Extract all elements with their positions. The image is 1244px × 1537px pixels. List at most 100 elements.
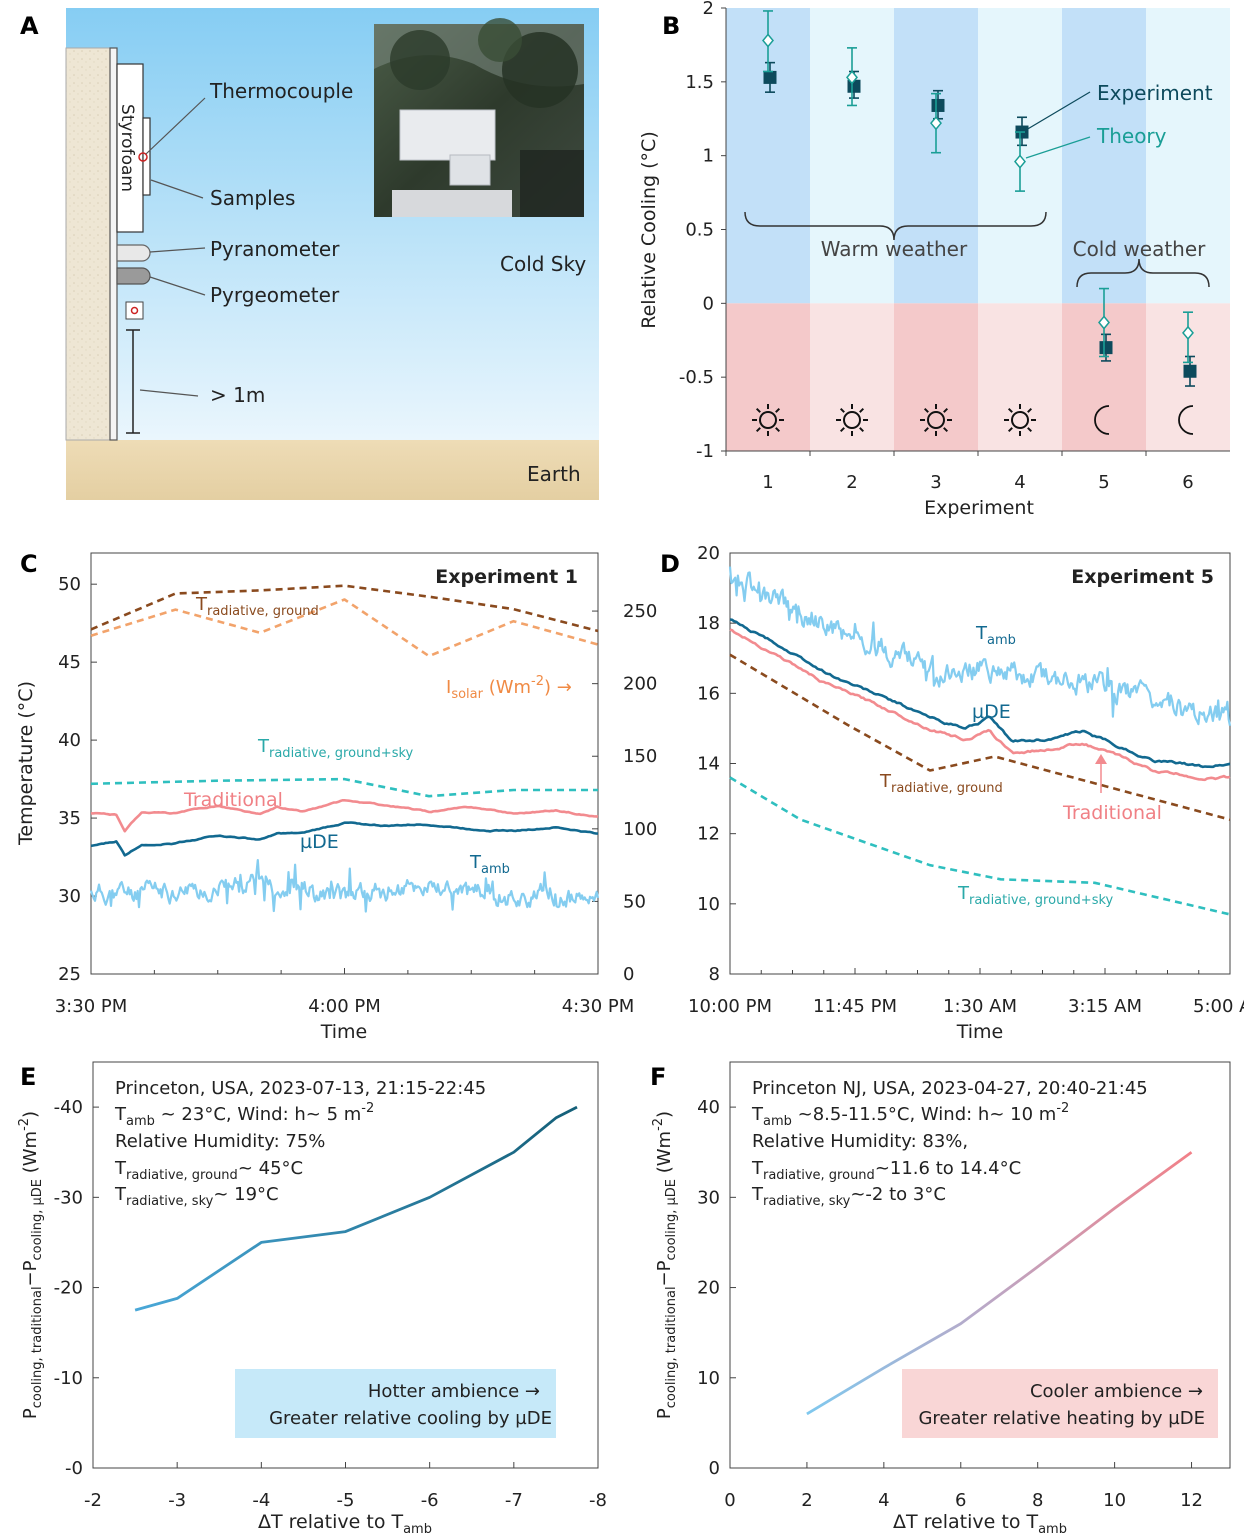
panel-c-ytick-label: 30 (58, 886, 81, 907)
e-info-line4: Tradiative, ground~ 45°C (114, 1158, 303, 1183)
panel-e-xtick-label: -6 (421, 1490, 439, 1511)
field-photo (374, 18, 584, 217)
samples-leader (150, 179, 204, 199)
f-info-line2-a: T (751, 1104, 764, 1125)
f-info-line2-sub: amb (763, 1114, 792, 1129)
e-info-line2-sup: -2 (361, 1101, 374, 1116)
e-conclusion-line1: Hotter ambience → (368, 1381, 540, 1402)
f-info-line4-a: T (751, 1158, 764, 1179)
sun-icon-ray (943, 427, 949, 433)
f-ylabel-p: P (654, 1408, 675, 1419)
panel-d-title: Experiment 5 (1071, 566, 1214, 588)
cold-band-3 (894, 303, 978, 451)
theory-leader (1025, 136, 1091, 159)
e-info-line2-b: ~ 23°C, Wind: h~ 5 m (155, 1104, 361, 1125)
thermocouple-label: Thermocouple (209, 79, 353, 103)
d-label-trad-groundsky-main: T (957, 883, 970, 904)
c-label-trad-ground-sub: radiative, ground (207, 604, 319, 619)
e-info-line2: Tamb ~ 23°C, Wind: h~ 5 m-2 (114, 1101, 374, 1129)
panel-c-series-traditional (90, 798, 599, 833)
cold-weather-brace (1076, 258, 1210, 288)
theory-point (1098, 315, 1110, 330)
c-label-tamb: Tamb (469, 852, 510, 877)
panel-e-axes: -0 -10 -20 -30 -40 -2 -3 -4 -5 -6 -7 -8 (54, 1097, 607, 1511)
pyranometer-label: Pyranometer (210, 237, 340, 261)
d-label-trad-ground-main: T (879, 771, 892, 792)
panel-e-lines (134, 1105, 578, 1312)
e-info-line4-a: T (114, 1158, 127, 1179)
panel-f-ytick-label: 30 (697, 1187, 720, 1208)
panel-b-xtick-label: 6 (1182, 472, 1193, 493)
panel-e-ytick-label: -0 (65, 1458, 83, 1479)
panel-e-ytick-label: -30 (54, 1187, 83, 1208)
cold-weather-label: Cold weather (1073, 237, 1207, 261)
panel-d-ytick-label: 12 (697, 824, 720, 845)
panel-c-ytick-label: 40 (58, 730, 81, 751)
experiment-point (1099, 341, 1113, 355)
panel-c-title: Experiment 1 (435, 566, 578, 588)
ambient-sensor-box (125, 301, 144, 320)
e-info-line5: Tradiative, sky~ 19°C (114, 1184, 279, 1209)
panel-d-lines (728, 566, 1232, 916)
panel-f-axes: 0 10 20 30 40 0 2 4 6 8 10 12 (697, 1097, 1203, 1511)
panel-d-xtick-label: 1:30 AM (943, 996, 1017, 1017)
panel-e-xtick-label: -4 (252, 1490, 270, 1511)
sun-icon-disc (759, 411, 777, 429)
experiment-point (763, 70, 777, 84)
cold-band-1 (726, 303, 810, 451)
theory-point (762, 33, 774, 48)
warm-band-5 (1062, 8, 1146, 304)
sun-icon-ray (923, 407, 929, 413)
f-info-line3: Relative Humidity: 83%, (752, 1131, 968, 1152)
panel-a: A Styrofoam Thermocouple Samples Pyranom… (20, 8, 599, 500)
e-info-line3: Relative Humidity: 75% (115, 1131, 325, 1152)
e-conclusion-line2: Greater relative cooling by µDE (269, 1408, 552, 1429)
c-label-trad-groundsky-main: T (257, 736, 270, 757)
sun-icon (920, 404, 952, 436)
f-info-line4-sub: radiative, ground (763, 1168, 875, 1183)
panel-c-xlabel: Time (320, 1021, 368, 1043)
theory-point (930, 116, 942, 131)
e-ylabel-p: P (20, 1408, 41, 1419)
panel-f-xtick-label: 6 (955, 1490, 966, 1511)
thermocouple-leader (145, 97, 206, 155)
e-info-line5-sub: radiative, sky (126, 1194, 214, 1209)
d-traditional-arrowhead (1095, 754, 1107, 764)
f-info-line5-sub: radiative, sky (763, 1194, 851, 1209)
panel-f-ytick-label: 0 (709, 1458, 720, 1479)
sun-icon-ray (775, 407, 781, 413)
weather-bands (726, 8, 1230, 451)
sun-icon (1004, 404, 1036, 436)
panel-d-xtick-label: 3:15 AM (1068, 996, 1142, 1017)
e-ylabel-sup: -2 (17, 1118, 32, 1131)
ambient-thermocouple-dot (130, 306, 139, 315)
panel-f-xtick-label: 4 (878, 1490, 889, 1511)
e-ylabel-minus: −P (20, 1260, 41, 1286)
sun-icon-ray (755, 427, 761, 433)
panel-c-xtick-label: 4:00 PM (308, 996, 381, 1017)
panel-c-ytick-label: 35 (58, 808, 81, 829)
c-label-tamb-sub: amb (481, 862, 510, 877)
styrofoam-block (116, 63, 144, 233)
panel-c-axes: 25 30 35 40 45 50 3:30 PM 4:00 PM 4:30 PM 0 50 100 1… (55, 574, 658, 1017)
panel-d-xlabel: Time (956, 1021, 1004, 1043)
panel-b-marks (762, 10, 1197, 387)
pyrgeometer-leader (149, 276, 206, 296)
c-label-trad-ground: Tradiative, ground (195, 594, 319, 619)
panel-b-ytick-label: 0 (703, 293, 714, 314)
panel-f-ytick-label: 20 (697, 1278, 720, 1299)
sun-icon (836, 404, 868, 436)
experiment-leader (1025, 91, 1091, 131)
e-info-line4-b: ~ 45°C (238, 1158, 303, 1179)
sun-icon-ray (839, 407, 845, 413)
sun-icon-ray (923, 427, 929, 433)
c-label-trad-groundsky-sub: radiative, ground+sky (269, 746, 414, 761)
cold-band-4 (978, 303, 1062, 451)
panel-f: F 0 10 20 30 40 0 2 4 6 8 10 12 Princeton NJ, USA, … (650, 1061, 1231, 1537)
c-label-tamb-main: T (469, 852, 482, 873)
f-info-line2-sup: -2 (1056, 1101, 1069, 1116)
panel-f-ytick-label: 10 (697, 1368, 720, 1389)
c-label-trad-groundsky: Tradiative, ground+sky (257, 736, 414, 761)
d-label-trad-groundsky-sub: radiative, ground+sky (969, 893, 1114, 908)
panel-c-y2tick-label: 100 (623, 819, 657, 840)
